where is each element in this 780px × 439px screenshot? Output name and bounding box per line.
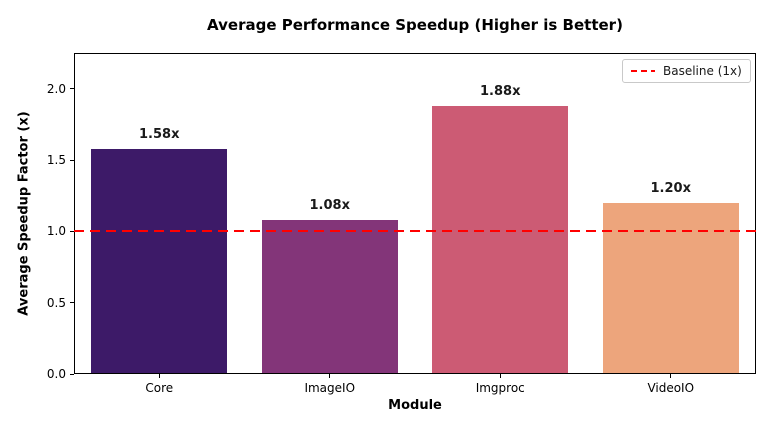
y-tick-label: 0.5 <box>46 295 66 310</box>
bar-value-label: 1.20x <box>650 180 691 196</box>
y-tick-mark <box>70 88 74 90</box>
y-axis-label: Average Speedup Factor (x) <box>16 111 32 316</box>
y-tick-mark <box>70 373 74 375</box>
y-tick-label: 1.0 <box>46 224 66 239</box>
y-tick-mark <box>70 302 74 304</box>
x-tick-label: Core <box>145 381 174 395</box>
x-tick-mark <box>158 374 160 378</box>
x-tick-mark <box>329 374 331 378</box>
legend-baseline-label: Baseline (1x) <box>663 64 742 78</box>
y-tick-mark <box>70 159 74 161</box>
x-tick-mark <box>499 374 501 378</box>
y-tick-mark <box>70 230 74 232</box>
x-tick-label: Imgproc <box>475 381 525 395</box>
legend-baseline-dash-icon <box>631 70 655 72</box>
bar-core <box>91 148 228 373</box>
bar-imgproc <box>432 105 569 373</box>
y-tick-label: 2.0 <box>46 81 66 96</box>
chart-title: Average Performance Speedup (Higher is B… <box>207 16 623 34</box>
x-tick-mark <box>670 374 672 378</box>
x-tick-label: ImageIO <box>304 381 356 395</box>
bar-value-label: 1.88x <box>480 83 521 99</box>
baseline-line <box>74 230 756 233</box>
bar-value-label: 1.58x <box>139 126 180 142</box>
legend: Baseline (1x) <box>622 59 751 83</box>
x-axis-label: Module <box>388 398 442 413</box>
bar-videoio <box>602 202 739 373</box>
y-tick-label: 0.0 <box>46 367 66 381</box>
bar-value-label: 1.08x <box>309 197 350 213</box>
x-tick-label: VideoIO <box>647 381 695 395</box>
bar-imageio <box>261 219 398 373</box>
y-tick-label: 1.5 <box>46 153 66 167</box>
